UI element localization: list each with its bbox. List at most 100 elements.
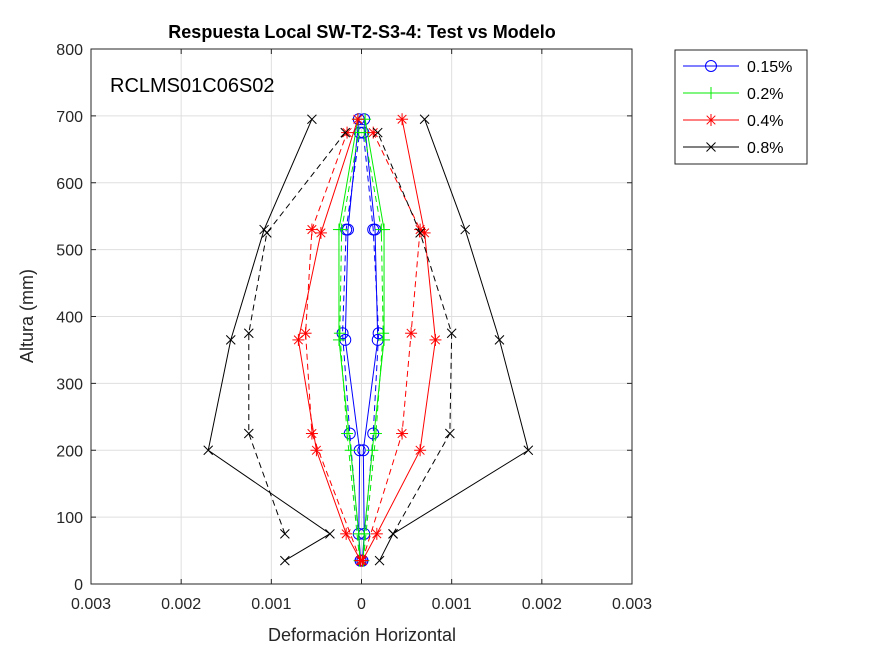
data-point: [344, 444, 357, 457]
y-tick-label: 0: [74, 577, 83, 594]
series-0.4%-dashed: [299, 126, 427, 567]
data-point: [280, 555, 290, 566]
data-point: [369, 427, 382, 440]
legend-label: 0.4%: [747, 113, 783, 130]
series-0.4%-solid: [292, 113, 442, 567]
y-tick-label: 800: [56, 42, 83, 59]
marker-asterisk-d2: [397, 428, 407, 439]
series-layer: [203, 113, 534, 567]
data-point: [705, 87, 717, 99]
legend-entry: 0.15%: [683, 59, 792, 76]
y-tick-label: 400: [56, 310, 83, 327]
data-point: [261, 228, 272, 238]
data-point: [429, 333, 442, 346]
series-0.8%-solid: [203, 114, 534, 566]
series-line-left: [207, 119, 331, 562]
data-point: [341, 427, 354, 440]
data-point: [203, 445, 214, 456]
x-tick-label: 0.001: [251, 596, 291, 613]
marker-asterisk-d2: [415, 224, 425, 235]
marker-cross-d2: [307, 114, 317, 125]
data-point: [705, 60, 717, 72]
x-axis-label: Deformación Horizontal: [268, 625, 456, 645]
chart-title: Respuesta Local SW-T2-S3-4: Test vs Mode…: [168, 22, 555, 42]
marker-asterisk-d2: [397, 114, 407, 124]
marker-cross-d2: [494, 335, 505, 345]
data-point: [358, 527, 371, 540]
series-line-left: [248, 132, 346, 535]
marker-cross-d2: [388, 528, 398, 539]
y-tick-label: 500: [56, 243, 83, 260]
data-point: [377, 327, 390, 340]
marker-cross-d2: [225, 335, 236, 345]
data-point: [366, 444, 379, 457]
y-tick-label: 300: [56, 376, 83, 393]
series-line-left: [305, 132, 362, 561]
marker-cross-d2: [446, 328, 457, 339]
data-point: [419, 114, 430, 125]
legend-box: [674, 49, 808, 165]
data-point: [494, 335, 505, 345]
data-point: [374, 555, 385, 566]
legend-label: 0.15%: [747, 59, 792, 76]
data-point: [341, 126, 354, 139]
marker-asterisk-d2: [706, 115, 716, 125]
data-point: [414, 444, 427, 457]
marker-asterisk-d2: [415, 445, 425, 455]
data-point: [325, 528, 335, 539]
y-tick-label: 100: [56, 510, 83, 527]
data-point: [305, 223, 318, 236]
marker-cross-d2: [460, 224, 471, 235]
series-line-right: [362, 132, 384, 561]
data-point: [243, 428, 254, 439]
data-point: [415, 228, 425, 238]
data-point: [445, 428, 455, 439]
marker-asterisk-d2: [311, 445, 322, 455]
marker-asterisk-d2: [307, 428, 317, 439]
data-point: [314, 226, 327, 239]
marker-asterisk-d2: [372, 529, 382, 539]
data-point: [340, 527, 353, 540]
marker-asterisk-d2: [406, 328, 416, 338]
marker-cross-d2: [325, 528, 335, 539]
x-tick-label: 0.002: [522, 596, 562, 613]
marker-cross-d2: [340, 127, 351, 138]
series-0.2%-dashed: [333, 126, 390, 567]
marker-cross-d2: [261, 228, 272, 238]
data-point: [305, 427, 318, 440]
marker-cross-d2: [243, 428, 254, 439]
legend-label: 0.2%: [747, 86, 783, 103]
legend-entry: 0.8%: [683, 140, 783, 157]
marker-cross-d2: [280, 555, 290, 566]
series-line-right: [361, 119, 436, 561]
data-point: [414, 223, 427, 236]
data-point: [307, 114, 317, 125]
data-point: [332, 333, 345, 346]
marker-cross-d2: [415, 228, 425, 238]
legend: 0.15% 0.2% 0.4% 0.8%: [674, 49, 808, 165]
marker-cross-d2: [445, 428, 455, 439]
data-point: [333, 327, 346, 340]
data-point: [243, 328, 254, 339]
x-tick-label: 0.003: [71, 596, 111, 613]
data-point: [356, 554, 369, 567]
marker-cross-d2: [280, 528, 290, 539]
marker-circle: [705, 60, 717, 72]
marker-asterisk-d2: [300, 328, 311, 338]
series-line-right: [379, 119, 529, 561]
marker-asterisk-d2: [357, 555, 368, 566]
data-point: [523, 445, 534, 456]
data-point: [375, 223, 388, 236]
marker-asterisk-d2: [307, 224, 317, 235]
data-point: [370, 527, 383, 540]
data-point: [388, 528, 398, 539]
data-point: [225, 335, 236, 345]
data-point: [405, 327, 418, 340]
x-tick-label: 0.002: [161, 596, 201, 613]
data-point: [705, 114, 717, 126]
legend-label: 0.8%: [747, 140, 783, 157]
x-tick-label: 0.003: [612, 596, 652, 613]
y-axis-label: Altura (mm): [17, 269, 37, 363]
ticks: 0.003 0.002 0.001 0 0.001 0.002 0.003 0 100 200 30…: [56, 42, 652, 613]
